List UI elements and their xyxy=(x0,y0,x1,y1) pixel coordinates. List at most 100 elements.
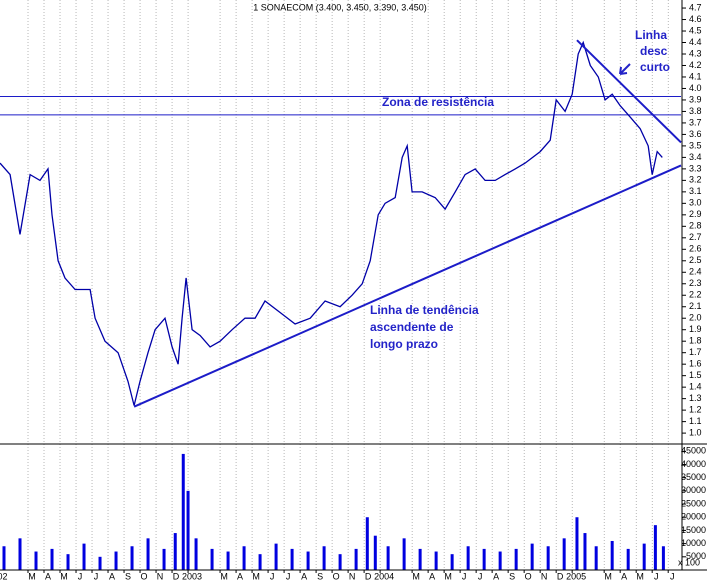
x-tick-label: J xyxy=(478,571,483,581)
y-tick-label: 15000 xyxy=(681,525,706,535)
x-tick-label: A xyxy=(429,571,435,581)
x-tick-label: A xyxy=(301,571,307,581)
annotation: longo prazo xyxy=(370,337,438,351)
x-tick-label: A xyxy=(621,571,627,581)
volume-bar xyxy=(653,525,657,570)
x-tick-label: J xyxy=(78,571,83,581)
x-tick-label: S xyxy=(125,571,131,581)
y-tick-label: 3.6 xyxy=(689,129,702,139)
y-tick-label: 35000 xyxy=(681,472,706,482)
volume-bar xyxy=(373,535,377,570)
volume-bar xyxy=(610,540,614,570)
y-tick-label: 3.9 xyxy=(689,94,702,104)
price-line xyxy=(0,40,663,406)
x-tick-label: A xyxy=(237,571,243,581)
y-tick-label: 2.2 xyxy=(689,290,702,300)
annotation: Linha xyxy=(635,28,667,42)
y-tick-label: 40000 xyxy=(681,459,706,469)
volume-unit: x 100 xyxy=(678,557,700,567)
volume-bar xyxy=(186,490,190,570)
x-tick-label: M xyxy=(636,571,644,581)
volume-bar xyxy=(226,551,230,570)
volume-bar xyxy=(386,546,390,570)
volume-bar xyxy=(514,548,518,570)
trend-line xyxy=(133,164,682,408)
volume-bar xyxy=(34,551,38,570)
volume-bar xyxy=(450,554,454,570)
y-tick-label: 1.3 xyxy=(689,393,702,403)
volume-bar xyxy=(661,546,665,570)
y-tick-label: 4.4 xyxy=(689,37,702,47)
x-tick-label: J xyxy=(654,571,659,581)
volume-bar xyxy=(130,546,134,570)
volume-bar xyxy=(575,517,579,570)
y-tick-label: 2.7 xyxy=(689,232,702,242)
x-tick-label: 002 xyxy=(0,571,8,581)
annotation: Linha de tendência xyxy=(370,303,479,317)
annotation: desc xyxy=(640,44,668,58)
volume-bar xyxy=(18,538,22,570)
volume-bar xyxy=(210,548,214,570)
y-tick-label: 1.4 xyxy=(689,382,702,392)
volume-bar xyxy=(530,543,534,570)
volume-bar xyxy=(162,548,166,570)
x-tick-label: A xyxy=(45,571,51,581)
volume-bar xyxy=(402,538,406,570)
x-tick-label: S xyxy=(317,571,323,581)
y-tick-label: 1.7 xyxy=(689,347,702,357)
x-tick-label: J xyxy=(462,571,467,581)
annotation: curto xyxy=(640,60,670,74)
y-tick-label: 4.1 xyxy=(689,71,702,81)
y-tick-label: 4.5 xyxy=(689,25,702,35)
x-tick-label: M xyxy=(412,571,420,581)
volume-bar xyxy=(2,546,6,570)
x-tick-label: N xyxy=(349,571,356,581)
volume-bar xyxy=(194,538,198,570)
y-tick-label: 3.0 xyxy=(689,198,702,208)
x-tick-label: A xyxy=(493,571,499,581)
y-tick-label: 3.7 xyxy=(689,117,702,127)
x-tick-label: M xyxy=(444,571,452,581)
y-tick-label: 45000 xyxy=(681,446,706,456)
volume-bar xyxy=(274,543,278,570)
volume-bar xyxy=(434,551,438,570)
x-tick-label: N xyxy=(157,571,164,581)
volume-bar xyxy=(562,538,566,570)
volume-bar xyxy=(354,548,358,570)
x-tick-label: O xyxy=(333,571,340,581)
volume-bar xyxy=(82,543,86,570)
volume-bar xyxy=(594,546,598,570)
y-tick-label: 4.3 xyxy=(689,48,702,58)
x-tick-label: J xyxy=(270,571,275,581)
y-tick-label: 3.5 xyxy=(689,140,702,150)
plot-layer xyxy=(0,0,682,570)
volume-bar xyxy=(181,453,185,570)
volume-bar xyxy=(338,554,342,570)
y-tick-label: 3.4 xyxy=(689,152,702,162)
y-tick-label: 2.6 xyxy=(689,244,702,254)
volume-bar xyxy=(642,543,646,570)
y-tick-label: 1.8 xyxy=(689,336,702,346)
volume-bar xyxy=(322,546,326,570)
x-tick-label: N xyxy=(541,571,548,581)
trend-line xyxy=(576,39,682,144)
volume-bar xyxy=(418,548,422,570)
y-tick-label: 2.1 xyxy=(689,301,702,311)
x-tick-label: M xyxy=(252,571,260,581)
annotations: Zona de resistência Linha de tendência asc… xyxy=(370,28,670,351)
y-tick-label: 5000 xyxy=(686,551,706,561)
volume-bar xyxy=(498,551,502,570)
x-tick-label: O xyxy=(525,571,532,581)
annotation: ascendente de xyxy=(370,320,454,334)
y-tick-label: 1.5 xyxy=(689,370,702,380)
y-tick-label: 1.9 xyxy=(689,324,702,334)
volume-bar xyxy=(114,551,118,570)
y-tick-label: 2.0 xyxy=(689,313,702,323)
y-tick-label: 4.7 xyxy=(689,2,702,12)
y-tick-label: 2.5 xyxy=(689,255,702,265)
volume-bar xyxy=(365,517,369,570)
annotation: Zona de resistência xyxy=(382,95,494,109)
y-tick-label: 4.2 xyxy=(689,60,702,70)
